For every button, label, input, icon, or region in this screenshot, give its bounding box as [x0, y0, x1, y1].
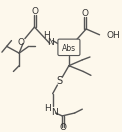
Text: S: S: [56, 76, 62, 86]
Text: N: N: [51, 108, 58, 117]
FancyBboxPatch shape: [58, 39, 80, 56]
Text: H: H: [44, 31, 50, 40]
Text: H: H: [45, 104, 51, 113]
Text: O: O: [82, 9, 89, 18]
Text: O: O: [60, 123, 67, 132]
Text: O: O: [18, 38, 25, 47]
Text: O: O: [32, 7, 39, 16]
Text: Abs: Abs: [62, 44, 76, 53]
Text: OH: OH: [106, 31, 120, 40]
Text: N: N: [47, 38, 54, 47]
